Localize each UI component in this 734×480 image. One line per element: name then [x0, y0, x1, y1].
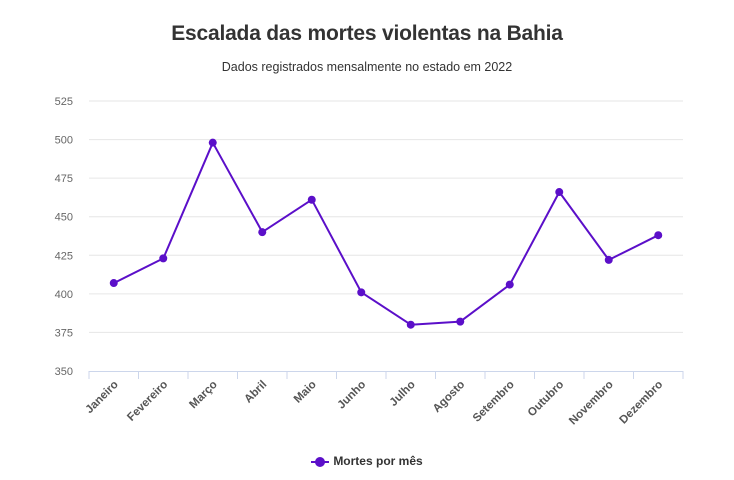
- data-point: [307, 195, 316, 204]
- data-point: [505, 280, 514, 289]
- y-tick-label: 350: [55, 366, 73, 378]
- legend[interactable]: Mortes por mês: [0, 454, 734, 468]
- x-tick-label: Dezembro: [618, 379, 666, 427]
- chart-title: Escalada das mortes violentas na Bahia: [171, 22, 563, 45]
- y-tick-label: 525: [55, 96, 73, 108]
- x-tick-label: Outubro: [526, 379, 567, 420]
- x-tick-label: Maio: [292, 379, 319, 406]
- data-point: [555, 188, 564, 197]
- data-point: [208, 138, 217, 147]
- x-tick-label: Julho: [388, 379, 418, 409]
- y-tick-label: 500: [55, 135, 73, 147]
- data-point: [159, 254, 168, 263]
- y-tick-label: 450: [55, 212, 73, 224]
- data-point: [109, 279, 118, 288]
- x-tick-label: Novembro: [567, 379, 616, 428]
- x-tick-label: Janeiro: [83, 379, 120, 416]
- legend-label: Mortes por mês: [333, 454, 423, 468]
- legend-marker-icon: [311, 456, 330, 467]
- y-tick-label: 375: [55, 327, 73, 339]
- x-tick-label: Setembro: [471, 379, 517, 425]
- x-tick-label: Agosto: [431, 379, 467, 415]
- x-tick-label: Abril: [242, 379, 269, 406]
- data-point: [258, 228, 267, 237]
- y-tick-label: 475: [55, 173, 73, 185]
- data-point: [604, 255, 613, 264]
- x-tick-label: Junho: [335, 379, 368, 412]
- y-tick-label: 425: [55, 250, 73, 262]
- data-point: [456, 317, 465, 326]
- x-tick-label: Fevereiro: [125, 379, 170, 424]
- chart-subtitle: Dados registrados mensalmente no estado …: [221, 60, 513, 74]
- data-point: [654, 231, 663, 240]
- series-line: [112, 141, 660, 326]
- data-point: [406, 320, 415, 329]
- x-tick-label: Março: [187, 379, 219, 411]
- y-tick-label: 400: [55, 289, 73, 301]
- data-point: [357, 288, 366, 297]
